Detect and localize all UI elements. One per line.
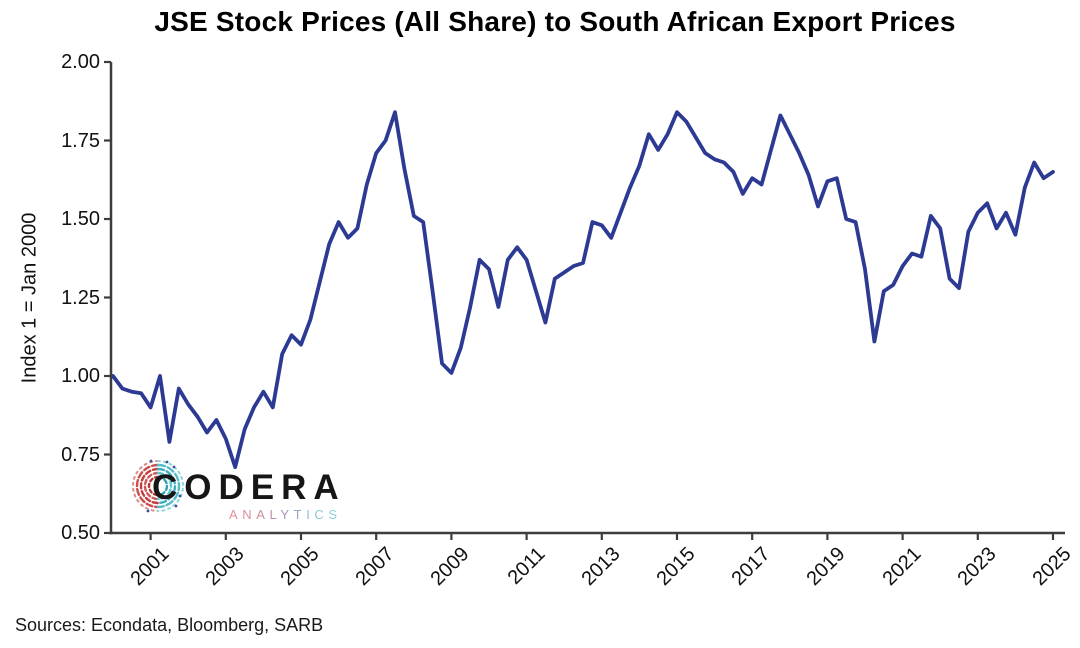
y-tick-label: 1.25 xyxy=(61,286,100,309)
codera-logo-wordmark: CODERA xyxy=(152,468,346,507)
y-tick-label: 2.00 xyxy=(61,51,100,73)
axes xyxy=(104,60,1065,540)
y-tick-label: 0.50 xyxy=(61,522,100,544)
source-note: Sources: Econdata, Bloomberg, SARB xyxy=(15,615,324,635)
codera-logo-subtitle: ANALYTICS xyxy=(229,507,342,522)
data-line xyxy=(111,110,1055,469)
chart-title: JSE Stock Prices (All Share) to South Af… xyxy=(154,6,956,37)
codera-analytics-logo: CODERA ANALYTICS xyxy=(130,452,345,524)
codera-logo-icon xyxy=(132,459,184,513)
y-tick-label: 1.75 xyxy=(61,129,100,152)
y-tick-label: 1.00 xyxy=(61,365,100,387)
y-tick-label: 1.50 xyxy=(61,208,100,230)
y-tick-label: 0.75 xyxy=(61,443,100,466)
